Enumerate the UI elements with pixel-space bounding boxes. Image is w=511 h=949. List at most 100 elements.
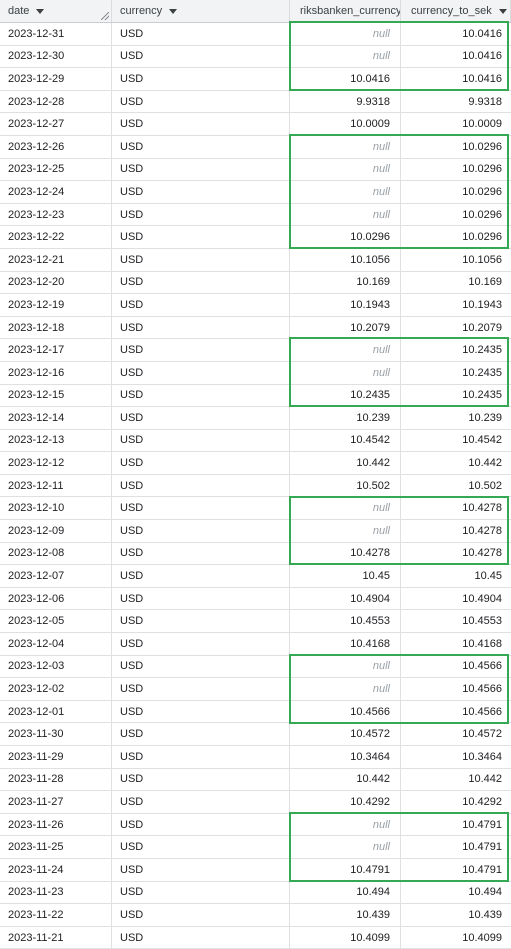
cell-currency[interactable]: USD bbox=[112, 113, 290, 135]
cell-date[interactable]: 2023-12-21 bbox=[0, 248, 112, 271]
cell-currency[interactable]: USD bbox=[112, 271, 290, 294]
cell-date[interactable]: 2023-12-02 bbox=[0, 678, 112, 700]
cell-date[interactable]: 2023-12-19 bbox=[0, 294, 112, 316]
cell-riksbanken-currency[interactable]: 10.442 bbox=[290, 452, 401, 474]
table-row[interactable]: 2023-12-04 USD 10.4168 10.4168 bbox=[0, 633, 511, 656]
cell-currency[interactable]: USD bbox=[112, 203, 290, 226]
cell-currency[interactable]: USD bbox=[112, 655, 290, 678]
column-header-date[interactable]: date bbox=[0, 0, 112, 22]
cell-currency[interactable]: USD bbox=[112, 813, 290, 836]
table-row[interactable]: 2023-12-07 USD 10.45 10.45 bbox=[0, 565, 511, 588]
cell-date[interactable]: 2023-12-07 bbox=[0, 565, 112, 587]
cell-riksbanken-currency[interactable]: 10.4572 bbox=[290, 723, 401, 745]
cell-date[interactable]: 2023-12-30 bbox=[0, 45, 112, 68]
table-row[interactable]: 2023-12-20 USD 10.169 10.169 bbox=[0, 271, 511, 295]
sort-caret-icon[interactable] bbox=[498, 8, 507, 14]
table-row[interactable]: 2023-12-24 USD null 10.0296 bbox=[0, 181, 511, 204]
cell-date[interactable]: 2023-12-13 bbox=[0, 429, 112, 452]
cell-currency-to-sek[interactable]: 10.4791 bbox=[462, 818, 502, 831]
cell-date[interactable]: 2023-11-26 bbox=[0, 813, 112, 836]
cell-date[interactable]: 2023-12-15 bbox=[0, 384, 112, 407]
cell-riksbanken-currency[interactable]: null bbox=[290, 203, 401, 226]
cell-currency-to-sek[interactable]: 10.2435 bbox=[462, 366, 502, 379]
cell-riksbanken-currency[interactable]: 10.502 bbox=[290, 474, 401, 497]
cell-currency[interactable]: USD bbox=[112, 497, 290, 520]
table-row[interactable]: 2023-12-14 USD 10.239 10.239 bbox=[0, 407, 511, 430]
cell-currency-to-sek[interactable]: 10.4566 bbox=[462, 683, 502, 696]
cell-currency-to-sek[interactable]: 10.502 bbox=[468, 479, 502, 492]
cell-date[interactable]: 2023-12-22 bbox=[0, 226, 112, 248]
table-row[interactable]: 2023-12-26 USD null 10.0296 bbox=[0, 135, 511, 159]
cell-date[interactable]: 2023-12-26 bbox=[0, 135, 112, 158]
cell-currency[interactable]: USD bbox=[112, 678, 290, 700]
cell-currency[interactable]: USD bbox=[112, 858, 290, 881]
cell-currency-to-sek[interactable]: 10.0296 bbox=[462, 231, 502, 244]
sort-caret-icon[interactable] bbox=[36, 8, 45, 14]
cell-currency-to-sek[interactable]: 10.4791 bbox=[462, 863, 502, 876]
cell-currency-to-sek[interactable]: 10.4904 bbox=[462, 592, 502, 605]
cell-currency[interactable]: USD bbox=[112, 881, 290, 904]
cell-date[interactable]: 2023-12-16 bbox=[0, 361, 112, 384]
cell-date[interactable]: 2023-11-30 bbox=[0, 723, 112, 745]
cell-currency[interactable]: USD bbox=[112, 384, 290, 407]
cell-currency-to-sek[interactable]: 10.0296 bbox=[462, 185, 502, 198]
cell-riksbanken-currency[interactable]: null bbox=[290, 655, 401, 678]
cell-currency-to-sek[interactable]: 10.439 bbox=[468, 908, 502, 921]
cell-riksbanken-currency[interactable]: null bbox=[290, 497, 401, 520]
cell-currency[interactable]: USD bbox=[112, 407, 290, 429]
table-row[interactable]: 2023-12-18 USD 10.2079 10.2079 bbox=[0, 316, 511, 340]
cell-currency[interactable]: USD bbox=[112, 836, 290, 858]
cell-date[interactable]: 2023-12-10 bbox=[0, 497, 112, 520]
cell-riksbanken-currency[interactable]: null bbox=[290, 158, 401, 181]
cell-currency[interactable]: USD bbox=[112, 700, 290, 723]
cell-riksbanken-currency[interactable]: 10.3464 bbox=[290, 746, 401, 768]
table-row[interactable]: 2023-12-06 USD 10.4904 10.4904 bbox=[0, 587, 511, 611]
cell-riksbanken-currency[interactable]: 10.0416 bbox=[290, 68, 401, 90]
sort-caret-icon[interactable] bbox=[169, 8, 178, 14]
table-row[interactable]: 2023-12-01 USD 10.4566 10.4566 bbox=[0, 700, 511, 724]
cell-currency[interactable]: USD bbox=[112, 135, 290, 158]
cell-currency-to-sek[interactable]: 10.45 bbox=[474, 570, 502, 583]
cell-riksbanken-currency[interactable]: 10.4278 bbox=[290, 542, 401, 565]
cell-date[interactable]: 2023-11-21 bbox=[0, 926, 112, 949]
cell-currency-to-sek[interactable]: 10.0009 bbox=[462, 118, 502, 131]
table-row[interactable]: 2023-12-30 USD null 10.0416 bbox=[0, 45, 511, 69]
cell-riksbanken-currency[interactable]: null bbox=[290, 135, 401, 158]
cell-currency-to-sek[interactable]: 10.0416 bbox=[462, 50, 502, 63]
cell-currency-to-sek[interactable]: 10.1943 bbox=[462, 298, 502, 311]
column-header-currency[interactable]: currency bbox=[112, 0, 290, 22]
cell-currency[interactable]: USD bbox=[112, 587, 290, 610]
cell-date[interactable]: 2023-12-31 bbox=[0, 23, 112, 45]
table-row[interactable]: 2023-12-17 USD null 10.2435 bbox=[0, 339, 511, 362]
cell-riksbanken-currency[interactable]: 10.0009 bbox=[290, 113, 401, 135]
cell-currency[interactable]: USD bbox=[112, 158, 290, 181]
cell-date[interactable]: 2023-12-25 bbox=[0, 158, 112, 181]
cell-riksbanken-currency[interactable]: 10.4904 bbox=[290, 587, 401, 610]
cell-riksbanken-currency[interactable]: 10.239 bbox=[290, 407, 401, 429]
table-row[interactable]: 2023-12-29 USD 10.0416 10.0416 bbox=[0, 68, 511, 91]
cell-date[interactable]: 2023-12-11 bbox=[0, 474, 112, 497]
cell-riksbanken-currency[interactable]: 10.4566 bbox=[290, 700, 401, 723]
cell-currency-to-sek[interactable]: 10.4278 bbox=[462, 524, 502, 537]
table-row[interactable]: 2023-12-19 USD 10.1943 10.1943 bbox=[0, 294, 511, 317]
cell-riksbanken-currency[interactable]: 10.494 bbox=[290, 881, 401, 904]
table-row[interactable]: 2023-11-28 USD 10.442 10.442 bbox=[0, 768, 511, 792]
cell-currency[interactable]: USD bbox=[112, 926, 290, 949]
cell-date[interactable]: 2023-12-17 bbox=[0, 339, 112, 361]
cell-currency[interactable]: USD bbox=[112, 520, 290, 542]
table-row[interactable]: 2023-12-05 USD 10.4553 10.4553 bbox=[0, 610, 511, 634]
cell-riksbanken-currency[interactable]: null bbox=[290, 836, 401, 858]
cell-currency-to-sek[interactable]: 10.4278 bbox=[462, 547, 502, 560]
cell-riksbanken-currency[interactable]: null bbox=[290, 45, 401, 68]
cell-currency-to-sek[interactable]: 10.0296 bbox=[462, 208, 502, 221]
table-row[interactable]: 2023-11-22 USD 10.439 10.439 bbox=[0, 904, 511, 927]
cell-currency[interactable]: USD bbox=[112, 474, 290, 497]
cell-currency[interactable]: USD bbox=[112, 429, 290, 452]
cell-date[interactable]: 2023-12-09 bbox=[0, 520, 112, 542]
table-row[interactable]: 2023-11-25 USD null 10.4791 bbox=[0, 836, 511, 859]
cell-currency-to-sek[interactable]: 10.4168 bbox=[462, 637, 502, 650]
table-row[interactable]: 2023-11-27 USD 10.4292 10.4292 bbox=[0, 791, 511, 814]
cell-riksbanken-currency[interactable]: null bbox=[290, 678, 401, 700]
cell-date[interactable]: 2023-12-29 bbox=[0, 68, 112, 90]
cell-currency-to-sek[interactable]: 10.442 bbox=[468, 773, 502, 786]
